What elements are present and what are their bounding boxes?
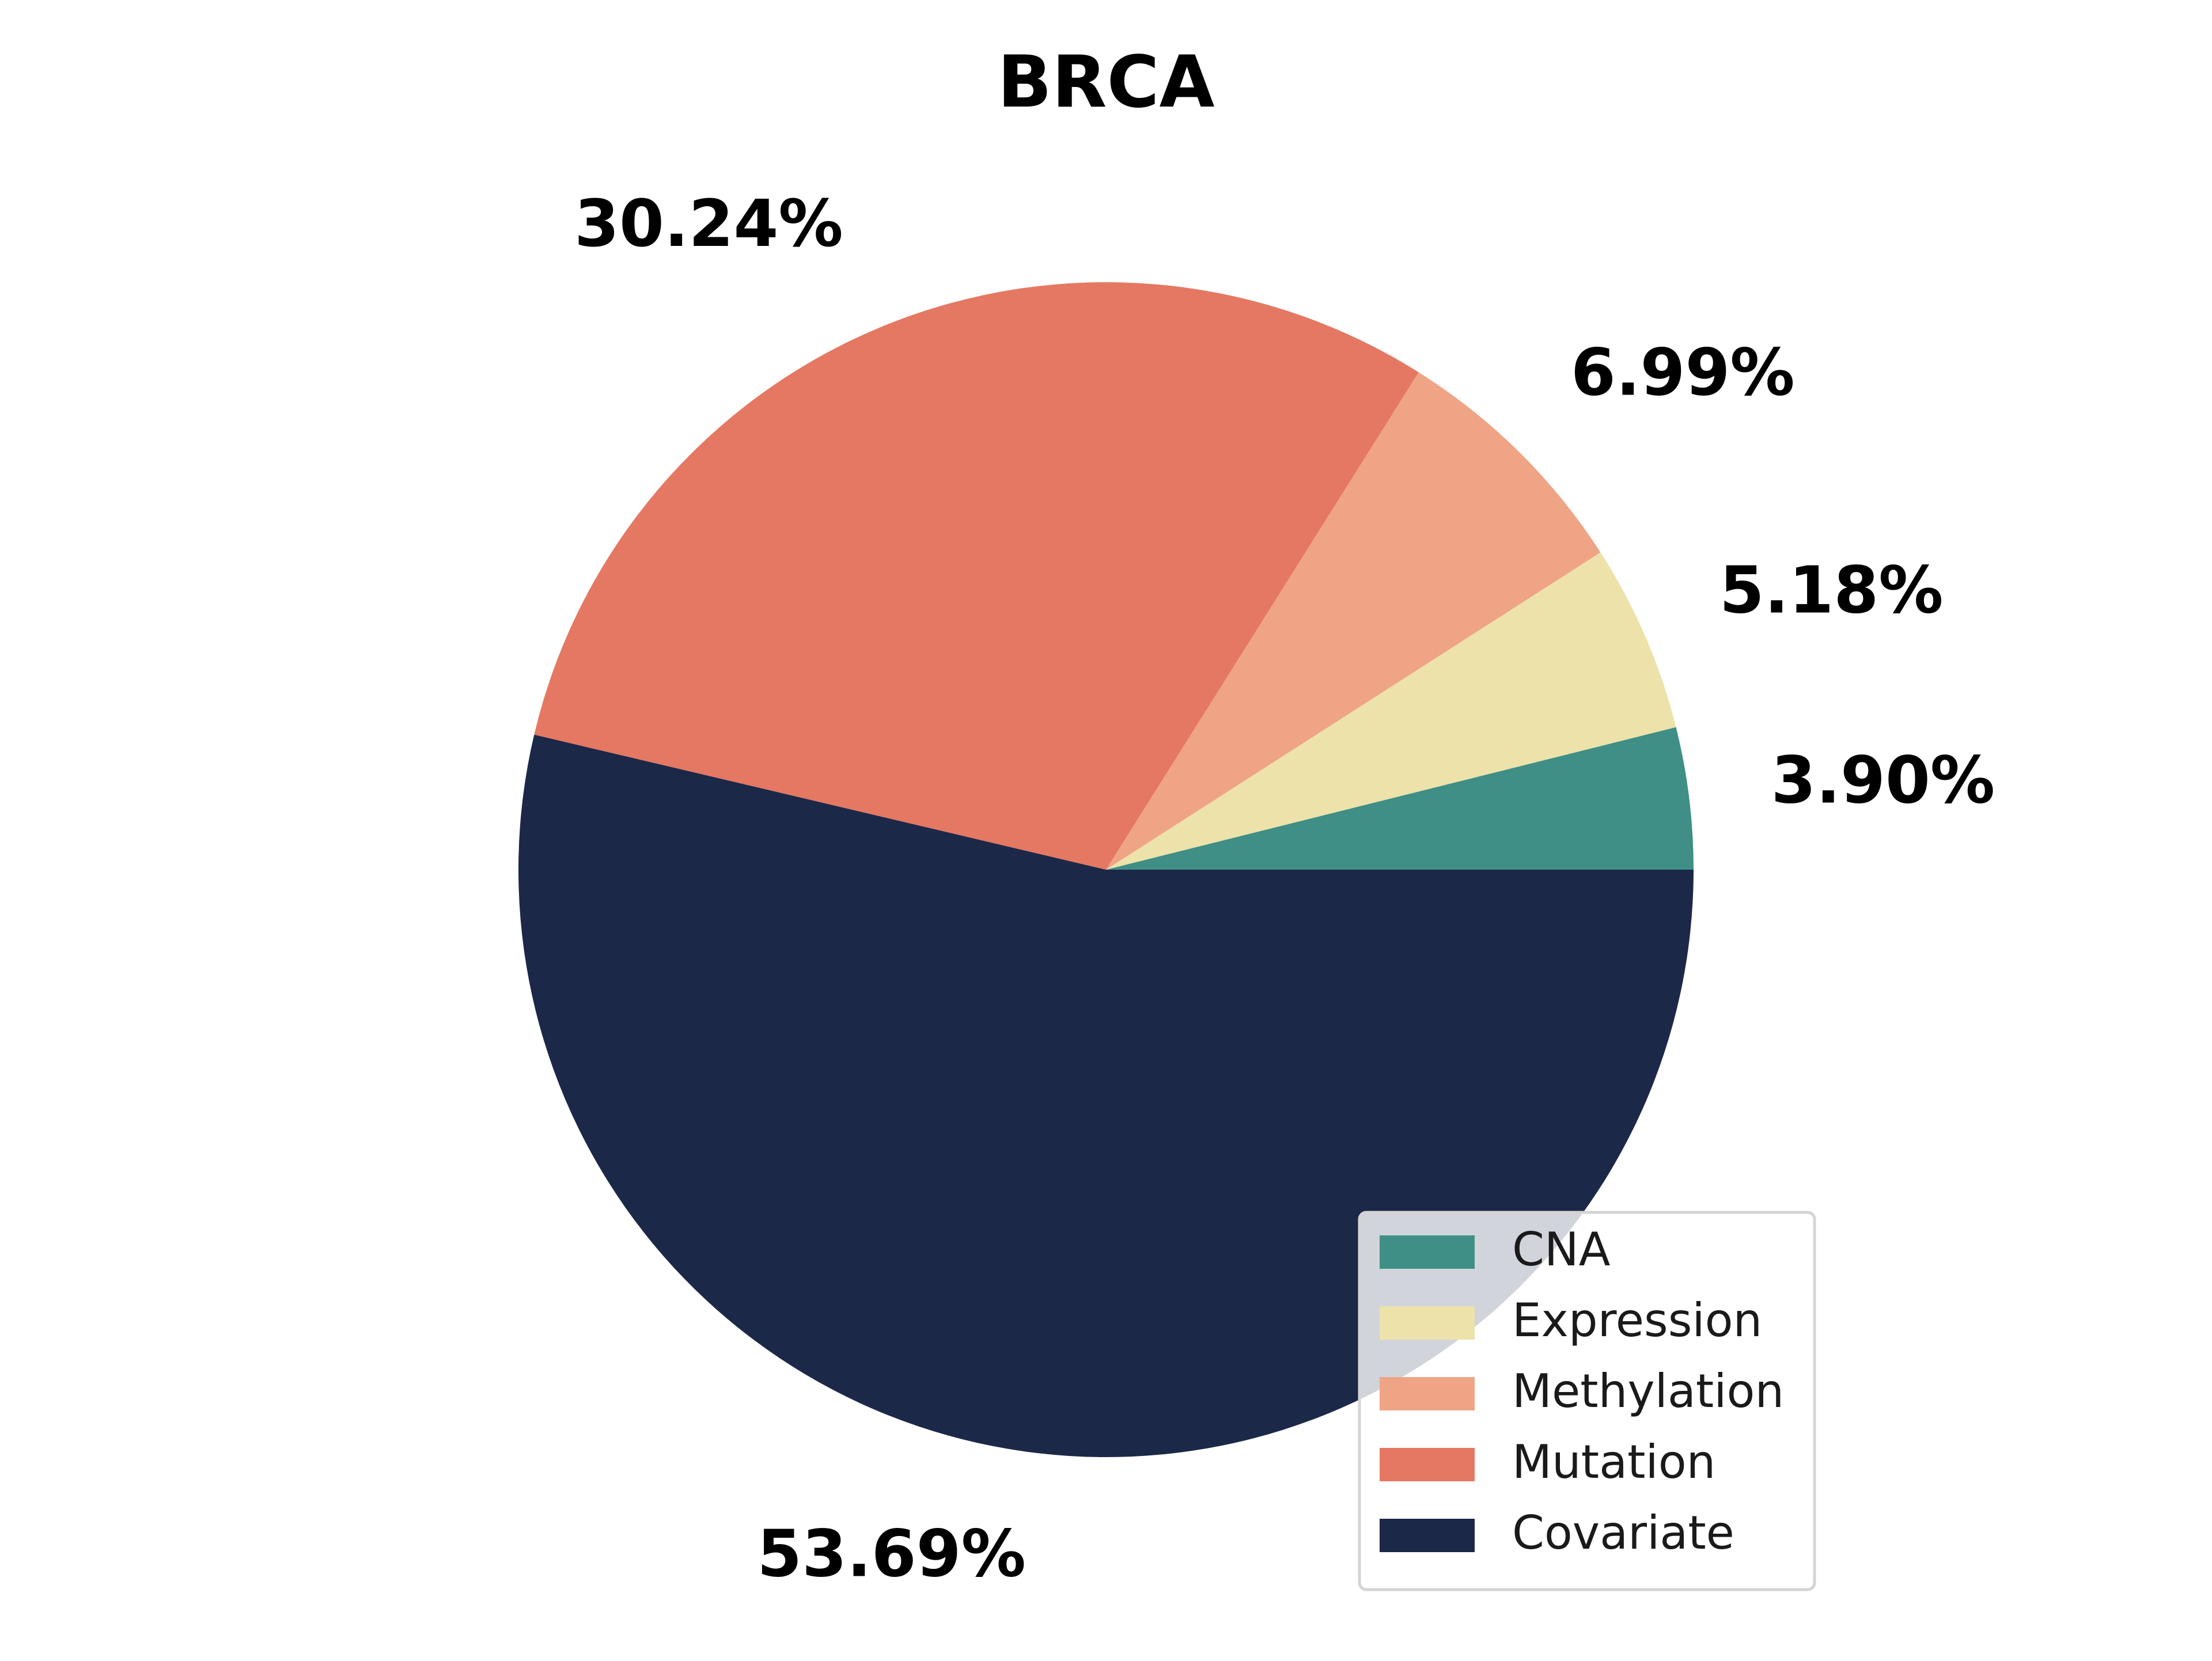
legend-swatch-covariate: [1380, 1519, 1475, 1552]
pie-value-label-covariate: 53.69%: [757, 1516, 1025, 1591]
pie-value-labels: 3.90% 5.18% 6.99% 30.24% 53.69%: [574, 187, 1995, 1591]
legend-label-methylation: Methylation: [1512, 1364, 1784, 1418]
legend-swatch-cna: [1380, 1235, 1475, 1269]
legend-label-mutation: Mutation: [1512, 1435, 1715, 1489]
pie-value-label-methylation: 6.99%: [1571, 336, 1795, 411]
legend-label-cna: CNA: [1512, 1223, 1611, 1276]
pie-value-label-cna: 3.90%: [1771, 744, 1995, 818]
legend-swatch-expression: [1380, 1306, 1475, 1340]
pie-slice-methylation: [1106, 372, 1601, 870]
legend-label-expression: Expression: [1512, 1294, 1762, 1347]
chart-title: BRCA: [998, 41, 1215, 124]
pie-slice-expression: [1106, 552, 1676, 870]
legend-label-covariate: Covariate: [1512, 1506, 1734, 1560]
pie-slice-mutation: [534, 282, 1419, 870]
pie-slice-cna: [1106, 727, 1694, 870]
pie-value-label-expression: 5.18%: [1719, 553, 1944, 628]
legend: CNA Expression Methylation Mutation Covariat…: [1358, 1211, 1816, 1591]
pie-value-label-mutation: 30.24%: [574, 187, 843, 261]
legend-swatch-mutation: [1380, 1448, 1475, 1481]
legend-swatch-methylation: [1380, 1377, 1475, 1410]
